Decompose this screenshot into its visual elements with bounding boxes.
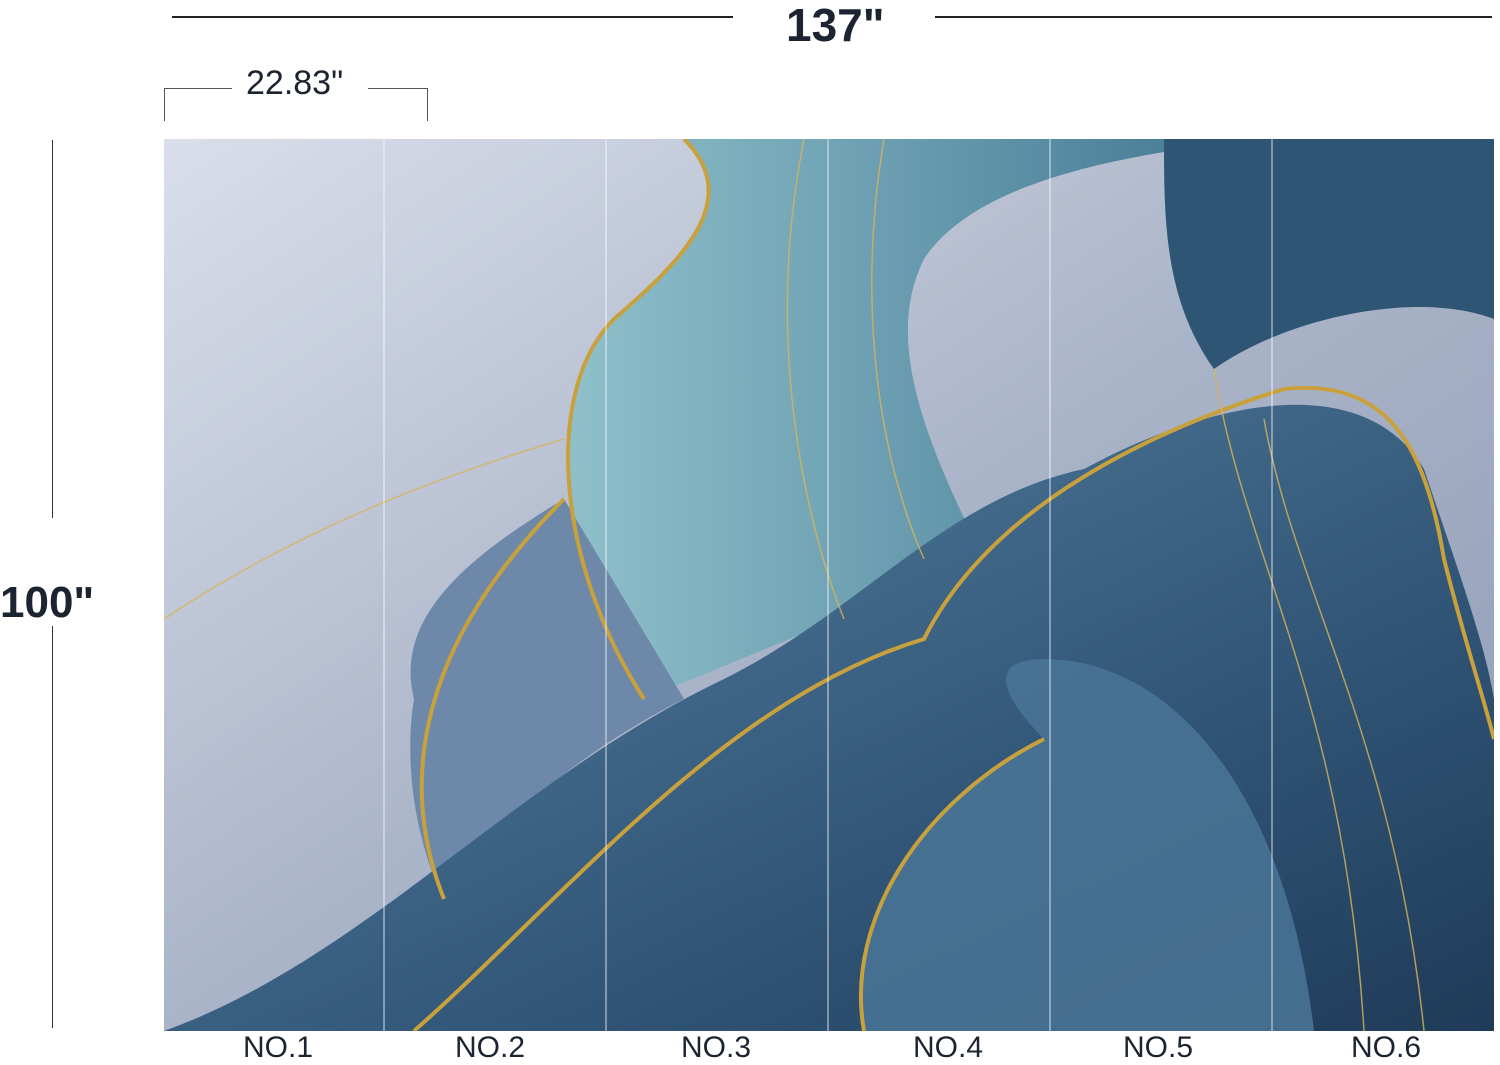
panel-width-label: 22.83": [246, 64, 344, 102]
panel-bracket-right-line: [368, 88, 427, 89]
panel-bracket-right-tick: [427, 88, 428, 121]
height-line-bottom: [52, 626, 53, 1028]
panel-label-6: NO.6: [1350, 1031, 1422, 1064]
panel-label-5: NO.5: [1122, 1031, 1194, 1064]
gold-vein-teal: [566, 139, 711, 701]
width-line-right: [935, 16, 1492, 18]
panel-label-3: NO.3: [680, 1031, 752, 1064]
wallpaper-artwork: [164, 139, 1494, 1031]
blue-ribbon-left: [410, 499, 684, 899]
right-ribbon: [1164, 139, 1494, 369]
teal-ribbon: [568, 139, 1264, 699]
gold-vein-left: [419, 497, 566, 900]
panel-label-1: NO.1: [242, 1031, 314, 1064]
panel-label-4: NO.4: [912, 1031, 984, 1064]
total-width-label: 137": [786, 0, 885, 51]
panel-bracket-left-tick: [164, 88, 165, 121]
panel-label-2: NO.2: [454, 1031, 526, 1064]
width-line-left: [172, 16, 733, 18]
height-line-top: [52, 140, 53, 518]
gold-vein-main: [412, 385, 1494, 1031]
inner-loop: [860, 659, 1314, 1031]
panel-bracket-left-line: [164, 88, 232, 89]
height-label: 100": [0, 578, 95, 627]
gold-vein-inner: [858, 737, 1045, 1031]
